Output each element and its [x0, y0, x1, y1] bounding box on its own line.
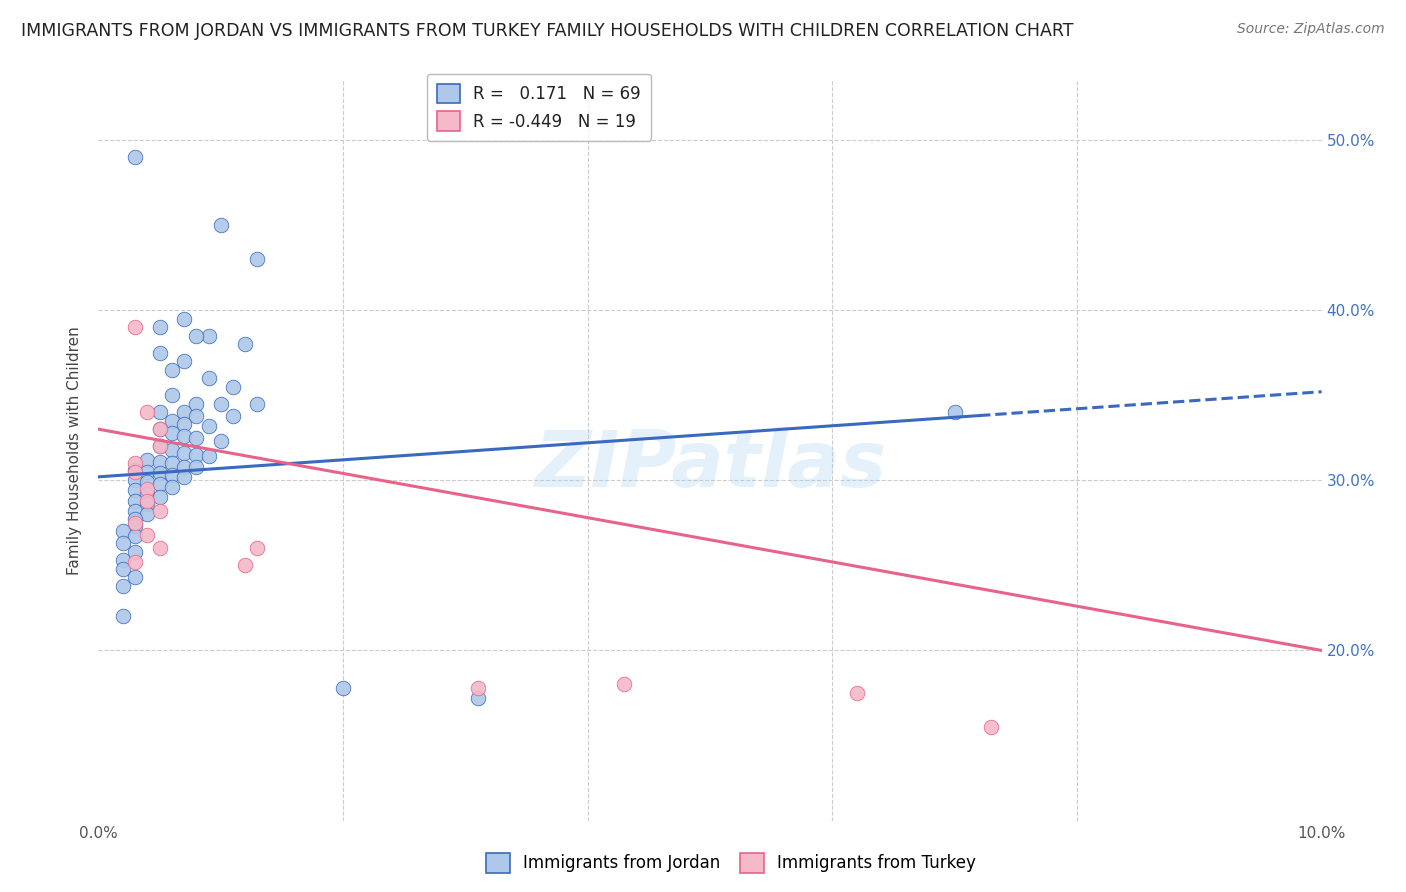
- Point: [111, 536, 134, 550]
- Point: [111, 553, 134, 567]
- Point: [149, 490, 172, 504]
- Point: [136, 465, 159, 479]
- Point: [173, 417, 195, 431]
- Point: [845, 686, 868, 700]
- Point: [149, 422, 172, 436]
- Point: [124, 320, 146, 334]
- Point: [124, 473, 146, 487]
- Point: [467, 681, 489, 695]
- Point: [111, 524, 134, 539]
- Point: [173, 459, 195, 474]
- Point: [124, 463, 146, 477]
- Point: [149, 405, 172, 419]
- Point: [160, 362, 183, 376]
- Point: [124, 555, 146, 569]
- Point: [980, 720, 1002, 734]
- Point: [124, 545, 146, 559]
- Point: [149, 345, 172, 359]
- Point: [209, 434, 232, 449]
- Point: [467, 691, 489, 706]
- Point: [233, 558, 256, 573]
- Point: [149, 422, 172, 436]
- Point: [186, 448, 208, 462]
- Point: [186, 459, 208, 474]
- Point: [124, 529, 146, 543]
- Legend: Immigrants from Jordan, Immigrants from Turkey: Immigrants from Jordan, Immigrants from …: [479, 847, 983, 880]
- Point: [186, 431, 208, 445]
- Point: [209, 397, 232, 411]
- Point: [124, 570, 146, 584]
- Point: [246, 252, 269, 266]
- Point: [124, 150, 146, 164]
- Y-axis label: Family Households with Children: Family Households with Children: [67, 326, 83, 574]
- Point: [246, 397, 269, 411]
- Point: [149, 541, 172, 556]
- Point: [124, 465, 146, 479]
- Point: [186, 409, 208, 423]
- Point: [136, 482, 159, 496]
- Point: [186, 397, 208, 411]
- Text: ZIPatlas: ZIPatlas: [534, 427, 886, 503]
- Point: [222, 379, 245, 393]
- Point: [136, 527, 159, 541]
- Point: [197, 371, 219, 385]
- Point: [111, 562, 134, 576]
- Point: [160, 480, 183, 494]
- Point: [136, 493, 159, 508]
- Point: [197, 328, 219, 343]
- Point: [246, 541, 269, 556]
- Point: [149, 439, 172, 453]
- Point: [124, 516, 146, 530]
- Point: [173, 405, 195, 419]
- Point: [233, 337, 256, 351]
- Point: [160, 388, 183, 402]
- Point: [124, 512, 146, 526]
- Point: [197, 450, 219, 464]
- Point: [186, 328, 208, 343]
- Point: [613, 677, 636, 691]
- Point: [160, 456, 183, 470]
- Point: [124, 519, 146, 533]
- Point: [149, 454, 172, 468]
- Point: [943, 405, 966, 419]
- Point: [136, 508, 159, 522]
- Text: IMMIGRANTS FROM JORDAN VS IMMIGRANTS FROM TURKEY FAMILY HOUSEHOLDS WITH CHILDREN: IMMIGRANTS FROM JORDAN VS IMMIGRANTS FRO…: [21, 22, 1074, 40]
- Point: [111, 579, 134, 593]
- Point: [160, 468, 183, 483]
- Point: [136, 497, 159, 511]
- Point: [149, 476, 172, 491]
- Point: [173, 446, 195, 460]
- Point: [173, 429, 195, 443]
- Point: [124, 483, 146, 498]
- Point: [160, 442, 183, 457]
- Point: [160, 425, 183, 440]
- Point: [173, 470, 195, 484]
- Point: [160, 414, 183, 428]
- Point: [149, 320, 172, 334]
- Point: [124, 493, 146, 508]
- Point: [209, 218, 232, 232]
- Point: [136, 475, 159, 489]
- Point: [136, 452, 159, 467]
- Point: [173, 354, 195, 368]
- Point: [136, 487, 159, 501]
- Point: [149, 439, 172, 453]
- Point: [173, 311, 195, 326]
- Point: [197, 418, 219, 433]
- Point: [124, 456, 146, 470]
- Point: [332, 681, 354, 695]
- Legend: R =   0.171   N = 69, R = -0.449   N = 19: R = 0.171 N = 69, R = -0.449 N = 19: [426, 74, 651, 141]
- Point: [124, 504, 146, 518]
- Point: [149, 467, 172, 481]
- Point: [222, 409, 245, 423]
- Point: [111, 609, 134, 624]
- Point: [136, 405, 159, 419]
- Text: Source: ZipAtlas.com: Source: ZipAtlas.com: [1237, 22, 1385, 37]
- Point: [149, 504, 172, 518]
